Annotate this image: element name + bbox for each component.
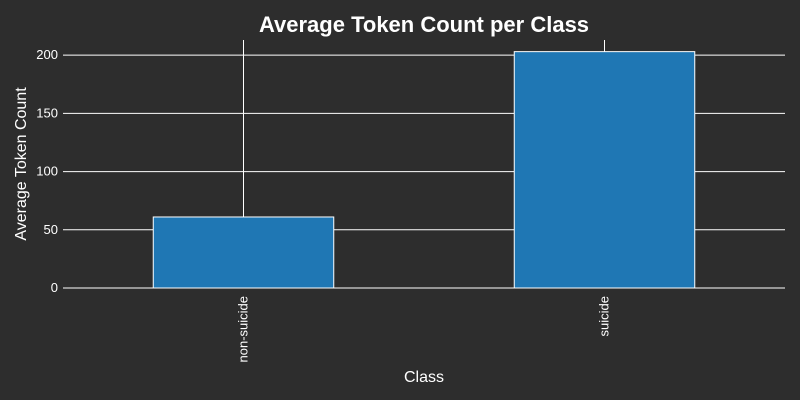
y-axis-label: Average Token Count [13, 87, 30, 241]
y-tick-label-4: 200 [36, 47, 58, 62]
y-tick-label-2: 100 [36, 164, 58, 179]
y-tick-label-0: 0 [51, 280, 58, 295]
bar-suicide [513, 51, 696, 289]
y-tick-label-1: 50 [44, 222, 58, 237]
bar-non-suicide [152, 216, 335, 289]
x-tick-label-1: suicide [597, 296, 612, 336]
x-axis-ticks: non-suicide suicide [236, 296, 612, 363]
y-axis-ticks: 0 50 100 150 200 [36, 47, 58, 295]
bars [152, 51, 696, 289]
y-tick-label-3: 150 [36, 105, 58, 120]
x-axis-label: Class [404, 369, 444, 386]
chart-title: Average Token Count per Class [259, 12, 589, 37]
x-tick-label-0: non-suicide [236, 296, 251, 363]
